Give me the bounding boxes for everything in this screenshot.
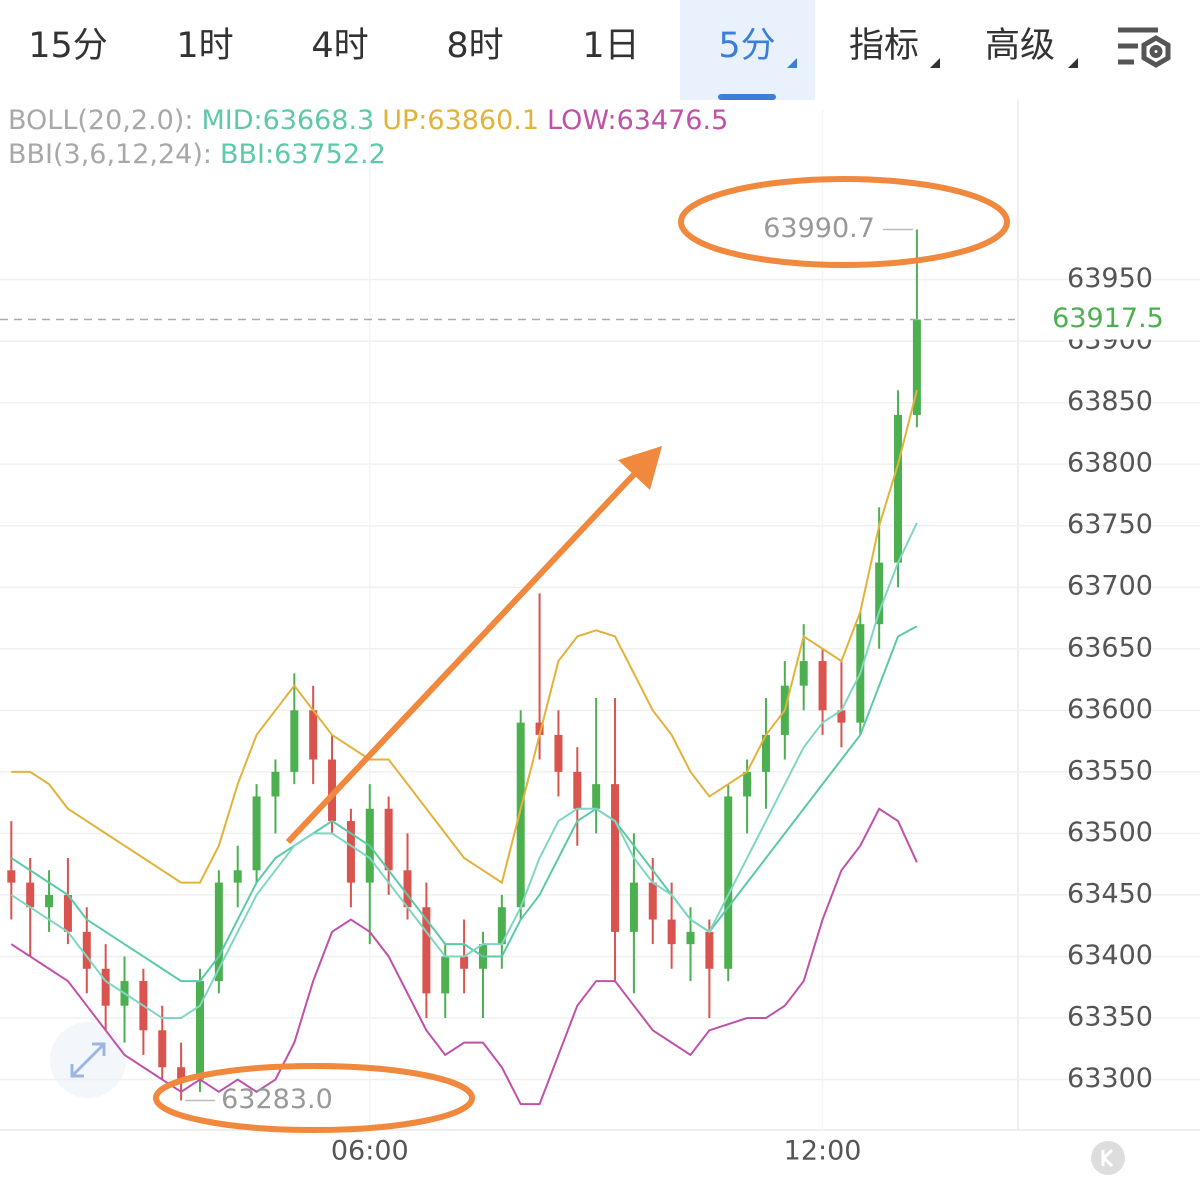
candle-body — [7, 870, 16, 883]
selected-tab-bg — [680, 0, 815, 100]
y-tick-label: 63550 — [1067, 755, 1153, 786]
candle-body — [233, 870, 242, 883]
candle-body — [271, 771, 280, 797]
candle-body — [592, 784, 601, 809]
candle-body — [384, 808, 393, 871]
candle-body — [818, 661, 827, 711]
candle-body — [667, 919, 676, 945]
legend-entry: UP:63860.1 — [382, 105, 539, 136]
tab[interactable]: 5分 — [718, 26, 775, 66]
candle-body — [177, 1067, 186, 1080]
y-tick-label: 63400 — [1067, 940, 1153, 971]
candle-body — [45, 894, 54, 908]
indicator-line — [10, 625, 918, 983]
x-tick-label: 06:00 — [331, 1136, 409, 1167]
annotations-overlay — [153, 176, 1010, 1133]
tab[interactable]: 8时 — [446, 26, 503, 66]
tab[interactable]: 高级 — [985, 26, 1055, 66]
candle-body — [63, 894, 72, 932]
tab[interactable]: 15分 — [28, 26, 108, 66]
y-tick-label: 63950 — [1067, 263, 1153, 294]
dropdown-caret — [1068, 58, 1078, 68]
y-tick-label: 63750 — [1067, 509, 1153, 540]
candle-body — [724, 796, 733, 969]
plot: 63300 63350 63400 63450 63500 63550 63600 63650… — [0, 105, 1200, 1167]
y-tick-label: 63300 — [1067, 1063, 1153, 1094]
candle-body — [101, 968, 110, 1006]
indicator-legend: BBI(3,6,12,24): BBI:63752.2 — [8, 139, 386, 170]
candle-body — [875, 562, 884, 625]
candle-body — [535, 722, 544, 735]
candle-body — [158, 1030, 167, 1068]
y-tick-label: 63450 — [1067, 878, 1153, 909]
candle-body — [460, 956, 469, 969]
legend-entry: BBI(3,6,12,24): — [8, 139, 212, 170]
indicator-line — [11, 389, 918, 885]
candle-body — [573, 771, 582, 809]
candle-body — [743, 771, 752, 797]
candle-body — [82, 931, 91, 969]
candle-body — [686, 931, 695, 945]
candle-body — [346, 821, 355, 883]
candle-body — [516, 722, 525, 908]
candle-body — [309, 710, 318, 760]
tab[interactable]: 1时 — [176, 26, 233, 66]
candle-body — [648, 882, 657, 920]
candle-body — [761, 734, 770, 772]
legend-entry: BOLL(20,2.0): — [8, 105, 193, 136]
tab[interactable]: 4时 — [311, 26, 368, 66]
selected-tab-indicator — [718, 94, 776, 100]
legend-entry: MID:63668.3 — [201, 105, 374, 136]
candle-body — [26, 882, 35, 908]
last-price-bg — [1020, 299, 1200, 340]
indicator-line — [10, 522, 918, 1019]
candle-body — [422, 907, 431, 994]
dropdown-caret — [787, 58, 797, 68]
candle-body — [497, 907, 506, 945]
candle-body — [799, 661, 808, 686]
collapse-button[interactable] — [1091, 1141, 1125, 1175]
indicator-legend: BOLL(20,2.0): MID:63668.3 UP:63860.1 LOW:63… — [8, 105, 728, 136]
low-label: 63283.0 — [221, 1084, 333, 1115]
legend-entry: LOW:63476.5 — [547, 105, 728, 136]
y-tick-label: 63700 — [1067, 571, 1153, 602]
candle-body — [441, 956, 450, 994]
y-tick-label: 63600 — [1067, 694, 1153, 725]
candle-body — [554, 734, 563, 772]
legend-entry: BBI:63752.2 — [220, 139, 386, 170]
high-label: 63990.7 — [763, 213, 875, 244]
candle-body — [290, 710, 299, 772]
y-tick-label: 63350 — [1067, 1002, 1153, 1033]
candle-body — [837, 710, 846, 723]
y-tick-label: 63500 — [1067, 817, 1153, 848]
candle-body — [912, 319, 921, 415]
y-tick-label: 63650 — [1067, 632, 1153, 663]
tab[interactable]: 1日 — [582, 26, 639, 66]
candle-body — [328, 759, 337, 822]
indicator-line — [10, 807, 918, 1106]
candle-body — [252, 796, 261, 871]
last-price-label: 63917.5 — [1052, 303, 1164, 334]
collapse-icon — [1101, 1148, 1114, 1168]
dropdown-caret — [930, 58, 940, 68]
y-tick-label: 63800 — [1067, 448, 1153, 479]
candle-body — [894, 414, 903, 563]
tab[interactable]: 指标 — [849, 26, 919, 66]
candle-body — [611, 784, 620, 932]
candle-body — [195, 981, 204, 1080]
x-tick-label: 12:00 — [784, 1136, 862, 1167]
candle-body — [403, 870, 412, 908]
expand-icon — [70, 1042, 106, 1078]
settings-icon[interactable] — [1118, 27, 1171, 68]
candle-body — [214, 882, 223, 982]
candle-body — [705, 931, 714, 969]
candle-body — [629, 882, 638, 932]
y-tick-label: 63850 — [1067, 386, 1153, 417]
